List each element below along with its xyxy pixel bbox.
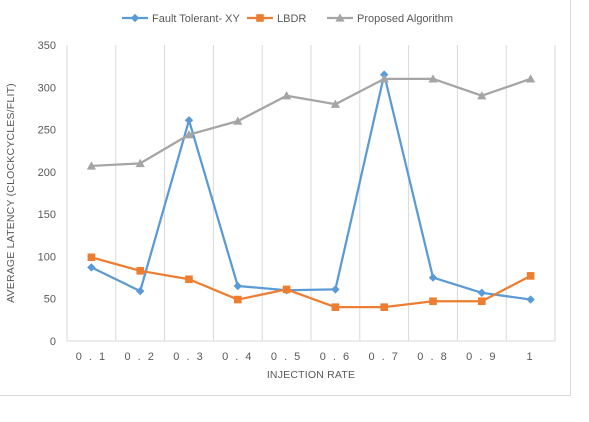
series-line	[90, 73, 531, 301]
data-point-diamond	[184, 116, 194, 125]
legend: Fault Tolerant- XY LBDR Proposed Algorithm	[122, 13, 453, 25]
data-point-triangle	[477, 91, 487, 100]
y-tick-label: 0	[50, 336, 56, 348]
data-point-triangle	[184, 130, 194, 139]
data-point-square	[136, 267, 144, 275]
y-tick-label: 50	[44, 294, 56, 306]
series-lbdr	[87, 253, 535, 311]
data-point-diamond	[136, 286, 145, 296]
x-tick-label: 0 . 6	[320, 351, 351, 363]
legend-item: Fault Tolerant- XY	[122, 13, 241, 25]
legend-item: LBDR	[247, 13, 306, 25]
data-point-triangle	[282, 91, 292, 100]
x-tick-label: 0 . 1	[76, 351, 107, 363]
data-point-square	[380, 303, 388, 311]
data-point-diamond	[526, 295, 535, 304]
series-layer	[86, 70, 536, 311]
data-point-triangle	[526, 74, 536, 83]
y-tick-label: 100	[38, 251, 56, 263]
x-tick-label: 0 . 9	[466, 351, 497, 363]
y-tick-label: 200	[38, 167, 56, 179]
data-point-triangle	[135, 158, 145, 168]
series-fault-tolerant-xy	[87, 70, 535, 304]
x-tick-label: 1	[527, 351, 535, 363]
data-point-diamond	[130, 13, 140, 23]
data-point-triangle	[330, 99, 340, 108]
y-axis-title: AVERAGE LATENCY (CLOCKCYCLES/FLIT)	[5, 83, 17, 303]
data-point-square	[234, 295, 242, 304]
x-tick-label: 0 . 3	[173, 351, 204, 363]
data-point-square	[282, 285, 291, 294]
data-point-triangle	[379, 74, 389, 83]
data-point-triangle	[335, 13, 345, 22]
data-point-square	[87, 253, 96, 262]
data-point-diamond	[331, 285, 340, 294]
legend-item: Proposed Algorithm	[327, 13, 453, 25]
legend-label: Fault Tolerant- XY	[152, 13, 241, 25]
y-tick-label: 250	[38, 125, 56, 137]
chart-area: 0 50 100 150 200 250 300 350 0 . 1 0 . 2 0 . 3 0 . …	[0, 0, 571, 396]
data-point-square	[478, 297, 486, 306]
data-point-diamond	[428, 273, 438, 282]
x-axis-title: INJECTION RATE	[267, 369, 355, 381]
data-point-diamond	[87, 263, 96, 272]
line-chart: 0 50 100 150 200 250 300 350 0 . 1 0 . 2 0 . 3 0 . …	[5, 13, 556, 381]
x-tick-label: 0 . 4	[222, 351, 253, 363]
legend-label: LBDR	[277, 13, 306, 25]
y-tick-label: 350	[38, 40, 56, 52]
legend-label: Proposed Algorithm	[357, 13, 453, 25]
data-point-triangle	[86, 161, 96, 170]
data-point-diamond	[233, 281, 242, 291]
data-point-diamond	[477, 288, 486, 297]
data-point-square	[331, 303, 340, 311]
y-tick-label: 150	[38, 209, 56, 221]
y-tick-label: 300	[38, 82, 56, 94]
data-point-triangle	[428, 74, 438, 83]
data-point-square	[429, 297, 437, 306]
x-tick-label: 0 . 7	[368, 351, 399, 363]
series-line	[91, 256, 532, 309]
series-line	[91, 77, 531, 168]
data-point-square	[526, 272, 535, 280]
axes: 0 50 100 150 200 250 300 350 0 . 1 0 . 2 0 . 3 0 . …	[38, 40, 555, 363]
x-tick-label: 0 . 5	[271, 351, 302, 363]
data-point-square	[256, 14, 264, 22]
data-point-triangle	[233, 116, 243, 125]
gridlines	[66, 45, 556, 341]
x-tick-label: 0 . 2	[124, 351, 155, 363]
x-tick-label: 0 . 8	[417, 351, 448, 363]
series-proposed-algorithm	[86, 74, 536, 170]
data-point-square	[185, 275, 193, 284]
